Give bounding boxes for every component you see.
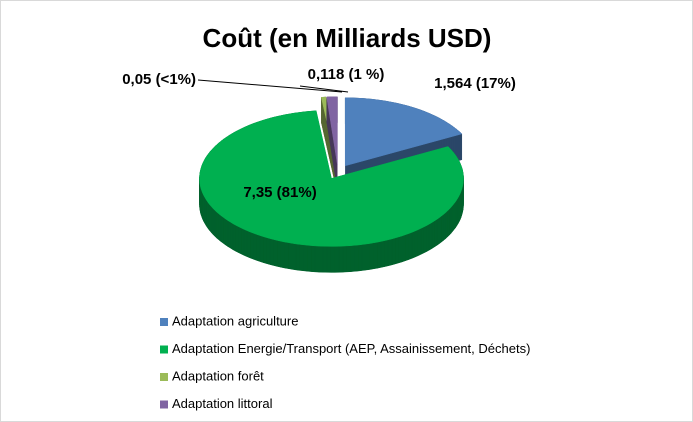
slice-side [449,206,452,236]
slice-side [299,244,304,272]
slice-side [318,245,324,273]
slice-side [253,232,257,261]
slice-side [423,225,427,254]
legend-swatch [160,400,168,409]
slice-side [322,245,328,273]
slice-side [441,213,444,243]
legend-label: Adaptation agriculture [172,313,298,328]
data-label: 0,118 (1 %) [308,66,385,83]
slice-side [238,226,242,255]
slice-side [342,245,347,273]
slice-side [350,245,355,272]
slice-side [295,243,300,271]
slice-side [369,242,374,270]
slice-side [459,131,463,161]
slice-side [241,227,245,256]
slice-side [420,226,424,255]
slice-side [230,221,234,251]
slice-side [243,229,248,258]
slice-side [361,243,367,271]
data-label: 0,05 (<1%) [122,71,196,88]
slice-side [411,230,416,259]
slice-side [266,237,271,265]
slice-side [280,240,285,269]
slice-side [212,207,216,238]
slice-side [445,210,448,240]
slice-side [273,239,278,267]
slice-side [447,208,450,238]
slice-side [303,244,308,272]
slice-side [358,244,363,272]
leader-line [197,79,343,93]
slice-side [263,236,267,264]
slice-side [398,235,403,264]
slice-side [354,244,359,272]
slice-side [330,246,336,273]
slice-side [314,245,320,273]
slice-side [438,215,442,245]
slice-side [307,244,312,272]
leader-line [299,85,349,93]
pie-slice [199,110,464,247]
slice-side [311,245,316,273]
slice-side [216,211,220,241]
slice-side [269,238,274,266]
slice-side [414,229,419,258]
slice-side [426,223,430,253]
slice-side [256,234,261,262]
slice-side [434,218,438,248]
slice-side [211,206,214,236]
slice-side [284,241,289,269]
slice-side [408,232,413,260]
slice-side [291,243,297,271]
slice-side [225,218,229,248]
slice-side [326,246,332,273]
legend-label: Adaptation forêt [172,368,264,383]
slice-side [377,241,382,269]
slice-side [346,245,351,273]
slice-side [232,223,236,252]
slice-side [417,228,422,257]
data-label: 7,35 (81%) [243,184,316,201]
slice-side [338,245,344,273]
slice-side [384,239,389,267]
chart-title: Coût (en Milliards USD) [203,23,492,53]
slice-side [220,215,224,244]
slice-side [373,241,378,270]
slice-side [218,213,222,243]
data-label: 1,564 (17%) [434,75,516,92]
legend-label: Adaptation littoral [172,396,273,411]
slice-side [431,220,435,250]
pie-slice [326,96,338,165]
slice-side [214,209,218,239]
slice-side [227,220,231,249]
slice-side [223,216,226,246]
legend-swatch [160,345,168,354]
slice-side [387,238,393,267]
pie-slice [344,97,463,167]
slice-side [334,246,340,273]
legend-label: Adaptation Energie/Transport (AEP, Assai… [172,341,530,356]
slice-side [428,222,433,251]
slice-side [250,231,254,260]
slice-side [395,236,399,265]
legend-swatch [160,318,168,326]
legend-swatch [160,373,168,381]
slice-side [443,212,446,241]
slice-side [405,233,409,262]
slice-side [436,217,440,246]
slice-side [277,240,282,268]
slice-side [401,234,406,263]
slice-side [235,224,239,254]
slice-side [259,235,264,263]
slice-side [288,242,293,270]
slice-side [365,243,371,271]
slice-side [246,230,251,259]
slice-side [380,240,385,268]
slice-side [391,237,396,266]
